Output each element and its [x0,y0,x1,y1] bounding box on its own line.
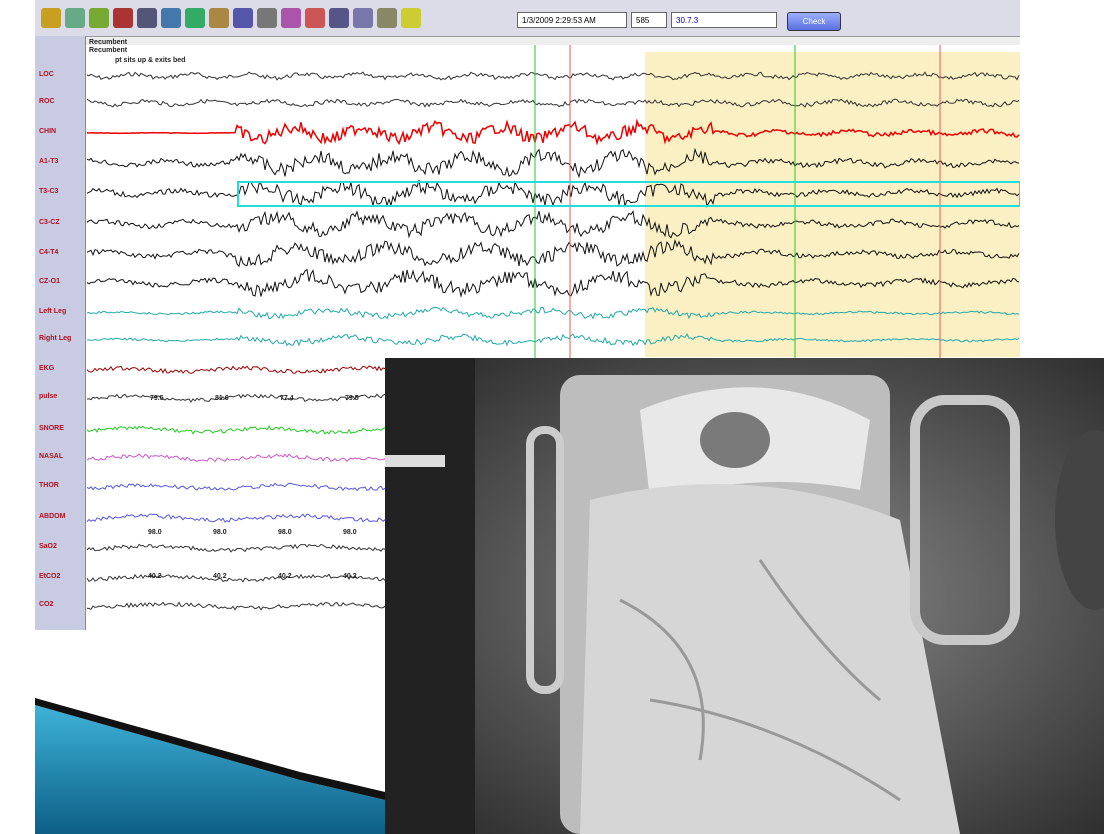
header-row [86,37,1020,45]
header: Recumbent [89,47,128,54]
header: Recumbent [89,39,128,46]
trace [87,366,1019,374]
reading: 40.2 [343,573,357,580]
trace [87,602,1019,610]
reading: 98.0 [278,529,292,536]
slide: 1/3/2009 2:29:53 AM 585 30.7.3 Check LOC… [0,0,1104,834]
reading: 77.4 [280,395,294,402]
reading: 98.0 [148,529,162,536]
reading: 98.0 [213,529,227,536]
traces: Recumbent Recumbent pt sits up & exits b… [35,0,1020,630]
reading: 81.6 [215,395,229,402]
psg-window: 1/3/2009 2:29:53 AM 585 30.7.3 Check LOC… [35,0,1020,630]
trace [87,454,1019,462]
highlight [645,52,1020,357]
reading: 40.2 [148,573,162,580]
reading: 40.2 [213,573,227,580]
trace [87,426,1019,434]
reading: 40.2 [278,573,292,580]
chevron [35,705,385,834]
trace [87,514,1019,522]
reading: 79.5 [345,395,359,402]
trace [87,574,1019,582]
reading: 98.0 [343,529,357,536]
trace [87,483,1019,491]
reading: 79.5 [150,395,164,402]
annotation: pt sits up & exits bed [115,57,185,64]
trace [87,544,1019,552]
